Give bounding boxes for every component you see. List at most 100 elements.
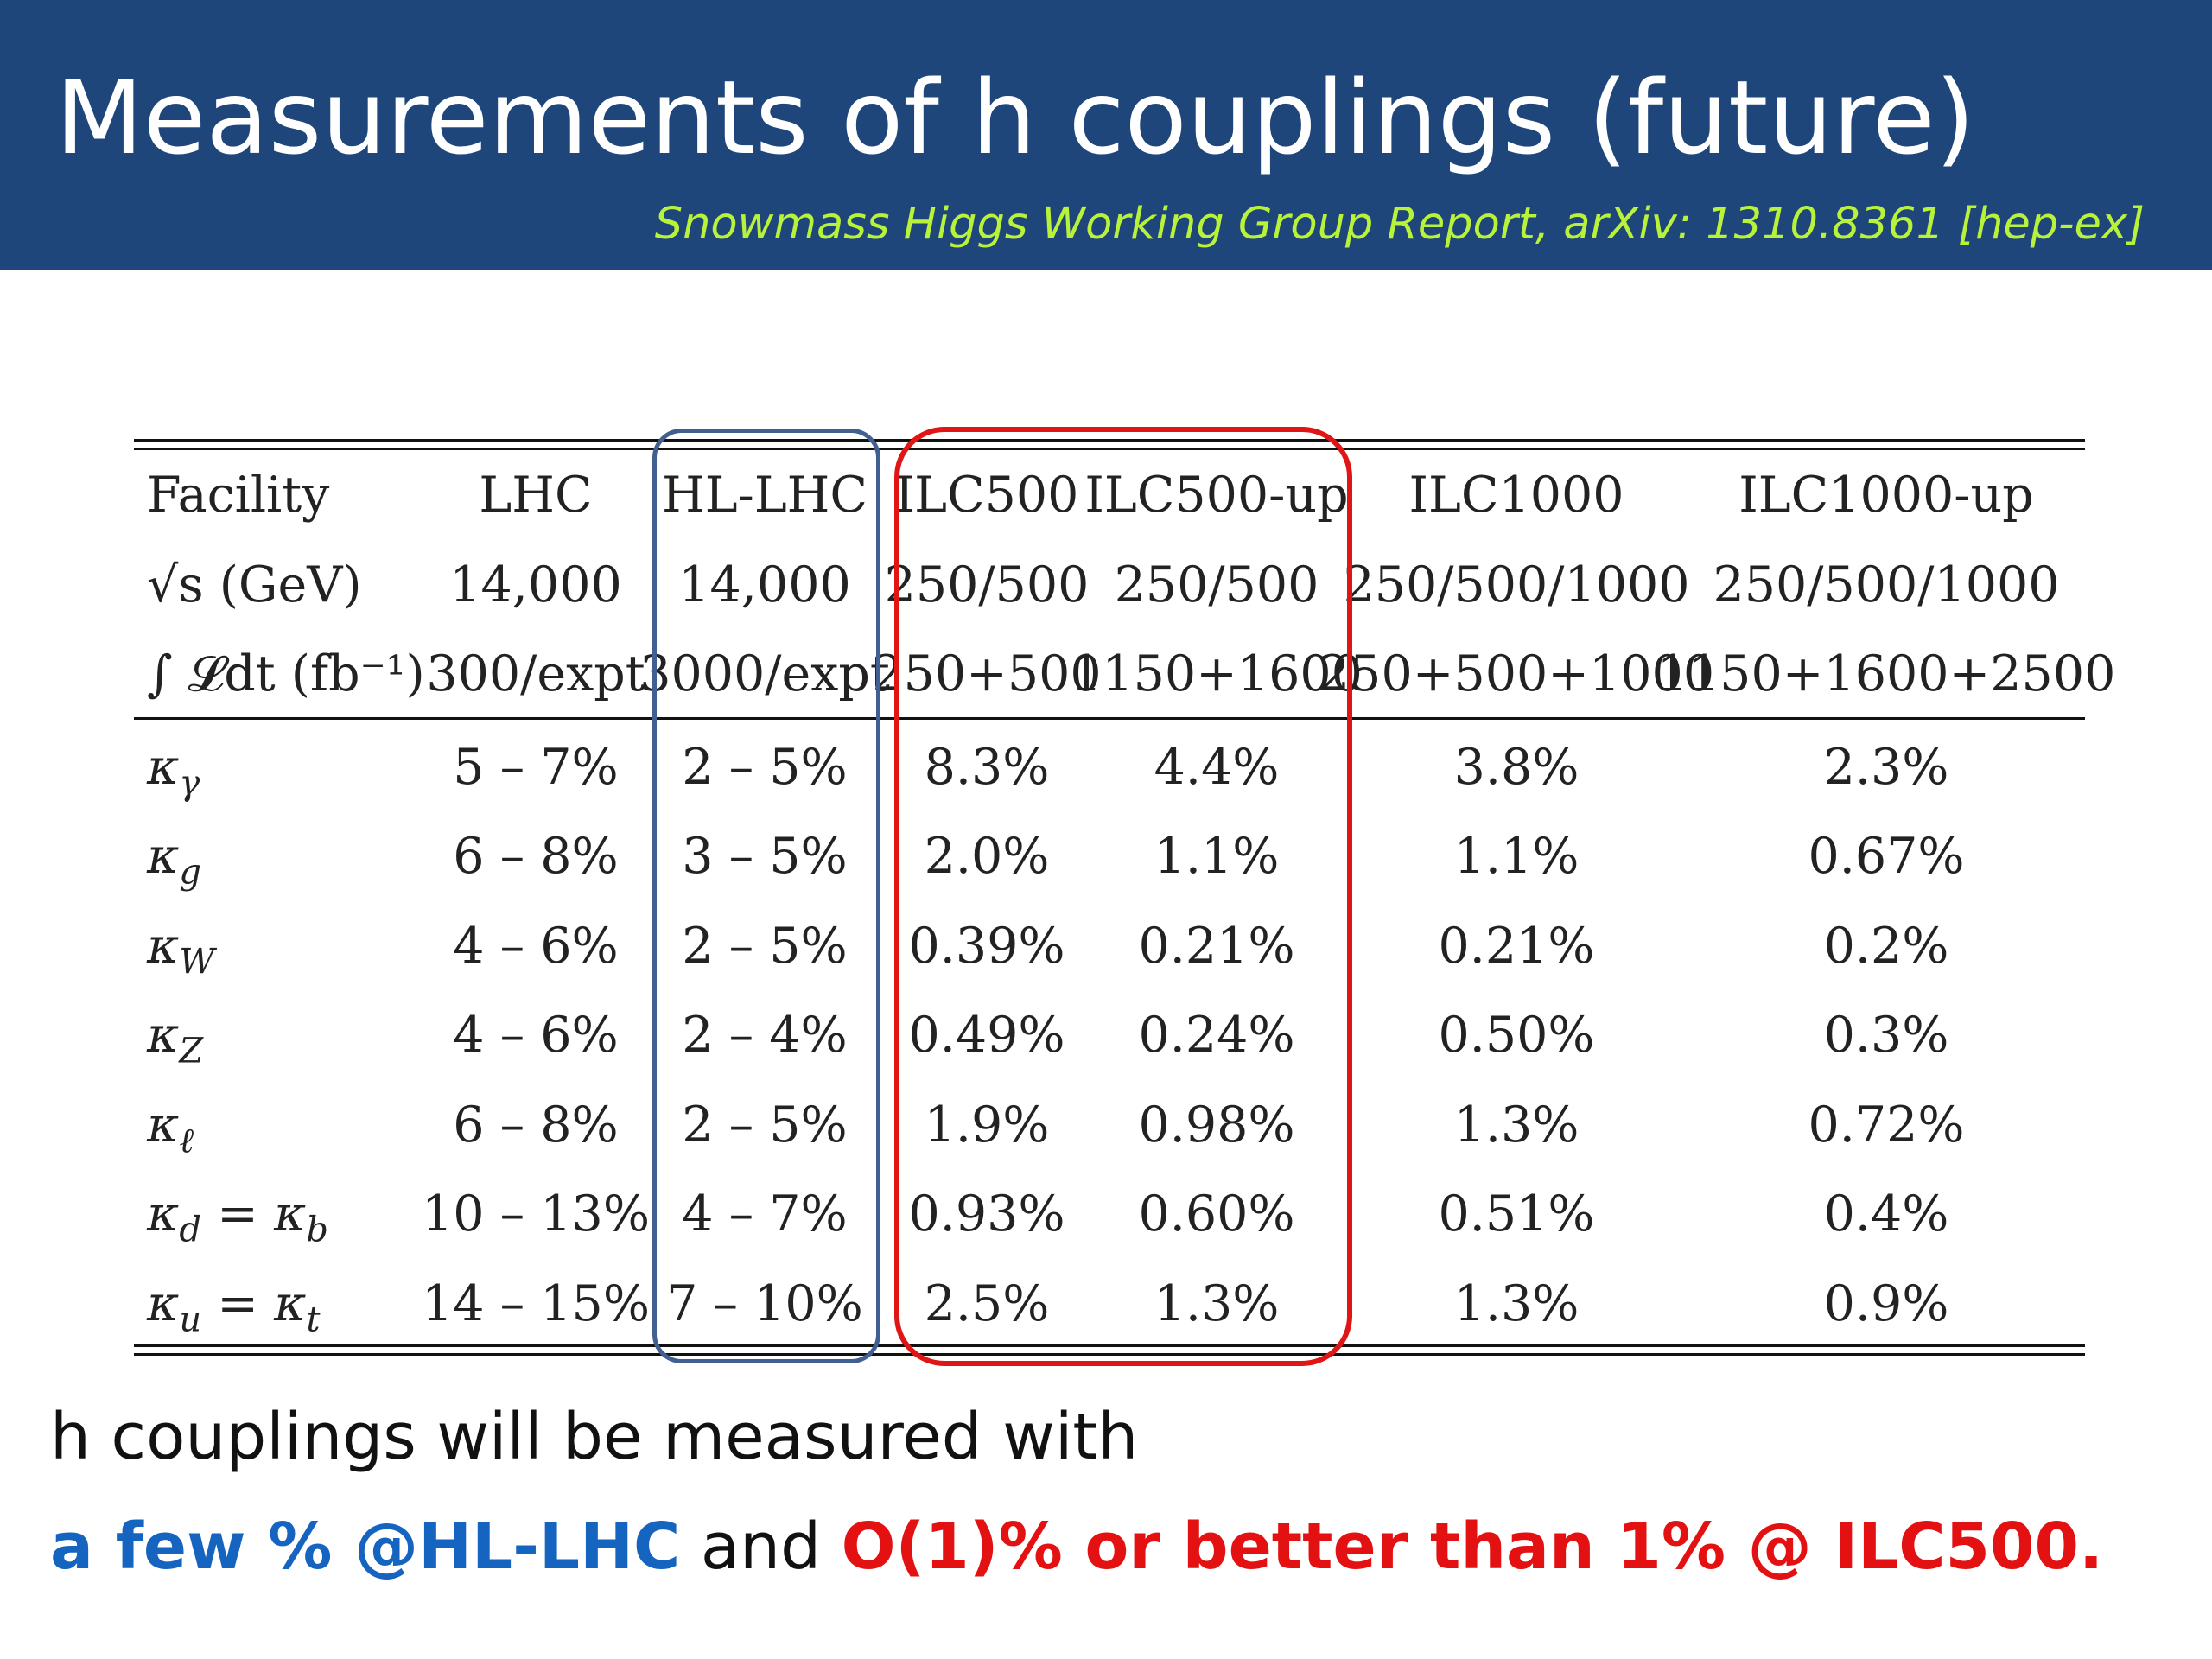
kappa-symbol: κ	[147, 738, 180, 796]
table-top-rule	[134, 439, 2085, 442]
data-cell: 1.1%	[1154, 828, 1280, 885]
data-cell: 0.24%	[1138, 1007, 1295, 1064]
data-cell: 6 – 8%	[453, 1096, 619, 1154]
reference-citation: Snowmass Higgs Working Group Report, arX…	[654, 199, 2145, 250]
summary-hl-lhc: a few % @HL-LHC	[50, 1510, 681, 1584]
kappa-symbol: κ	[274, 1185, 307, 1243]
data-cell: 2.5%	[924, 1274, 1050, 1332]
row-label-kappa: κZ	[147, 992, 203, 1078]
header-cell-sqrt-s: 250/500/1000	[1713, 556, 2060, 613]
kappa-subscript: d	[179, 1210, 201, 1250]
data-cell: 0.98%	[1138, 1096, 1295, 1154]
kappa-subscript: g	[179, 852, 201, 893]
data-cell: 0.60%	[1138, 1185, 1295, 1243]
header-cell-luminosity: 300/expt	[426, 645, 645, 702]
header-cell-luminosity: 250+500	[872, 645, 1102, 702]
data-cell: 0.21%	[1138, 917, 1295, 975]
data-cell: 0.50%	[1438, 1007, 1595, 1064]
row-label-kappa: κℓ	[147, 1082, 194, 1168]
data-cell: 8.3%	[924, 738, 1050, 796]
summary-and: and	[680, 1510, 842, 1584]
data-cell: 1.9%	[924, 1096, 1050, 1154]
data-cell: 0.21%	[1438, 917, 1595, 975]
data-cell: 0.2%	[1823, 917, 1949, 975]
data-cell: 2 – 5%	[682, 738, 848, 796]
hl-lhc-highlight-frame	[652, 429, 880, 1363]
header-cell-luminosity: 250+500+1000	[1318, 645, 1715, 702]
table-header-rule	[134, 717, 2085, 720]
data-cell: 0.9%	[1823, 1274, 1949, 1332]
data-cell: 0.67%	[1808, 828, 1965, 885]
data-cell: 0.51%	[1438, 1185, 1595, 1243]
data-cell: 10 – 13%	[422, 1185, 650, 1243]
summary-line-1: h couplings will be measured with	[50, 1400, 1139, 1474]
kappa-subscript: b	[306, 1210, 328, 1250]
table-top-rule	[134, 448, 2085, 450]
ilc500-highlight-frame	[894, 427, 1352, 1366]
row-label-luminosity: ∫ 𝓛dt (fb⁻¹)	[147, 645, 425, 702]
header-cell-sqrt-s: 14,000	[678, 556, 851, 613]
data-cell: 1.3%	[1453, 1274, 1580, 1332]
data-cell: 6 – 8%	[453, 828, 619, 885]
header-cell-luminosity: 3000/expt	[639, 645, 890, 702]
kappa-symbol: κ	[274, 1274, 307, 1332]
data-cell: 1.3%	[1154, 1274, 1280, 1332]
row-label-facility: Facility	[147, 467, 330, 524]
data-cell: 1.3%	[1453, 1096, 1580, 1154]
kappa-symbol: κ	[147, 1096, 180, 1154]
kappa-subscript: u	[179, 1299, 202, 1339]
data-cell: 3.8%	[1453, 738, 1580, 796]
header-cell-facility: ILC1000-up	[1738, 467, 2034, 524]
header-cell-sqrt-s: 250/500	[884, 556, 1090, 613]
data-cell: 0.4%	[1823, 1185, 1949, 1243]
data-cell: 4 – 6%	[453, 1007, 619, 1064]
kappa-symbol: κ	[147, 1274, 180, 1332]
row-label-kappa: κγ	[147, 724, 200, 810]
title-bar: Measurements of h couplings (future) Sno…	[0, 0, 2212, 270]
kappa-symbol: κ	[147, 917, 180, 975]
data-cell: 7 – 10%	[666, 1274, 863, 1332]
row-label-kappa: κu = κt	[147, 1261, 321, 1347]
row-label-kappa: κg	[147, 813, 201, 899]
header-cell-facility: HL-LHC	[662, 467, 868, 524]
data-cell: 4 – 6%	[453, 917, 619, 975]
summary-ilc500: O(1)% or better than 1% @ ILC500.	[841, 1510, 2104, 1584]
data-cell: 0.72%	[1808, 1096, 1965, 1154]
data-cell: 5 – 7%	[453, 738, 619, 796]
header-cell-facility: ILC1000	[1408, 467, 1624, 524]
slide-title: Measurements of h couplings (future)	[55, 58, 1975, 177]
header-cell-facility: LHC	[479, 467, 593, 524]
data-cell: 2 – 4%	[682, 1007, 848, 1064]
header-cell-luminosity: 1150+1600+2500	[1656, 645, 2116, 702]
kappa-symbol: κ	[147, 828, 180, 885]
equals-sign: =	[201, 1185, 274, 1243]
table-bottom-rule	[134, 1353, 2085, 1356]
data-cell: 3 – 5%	[682, 828, 848, 885]
data-cell: 2 – 5%	[682, 1096, 848, 1154]
summary-line-2: a few % @HL-LHC and O(1)% or better than…	[50, 1508, 2103, 1586]
data-cell: 2.0%	[924, 828, 1050, 885]
data-cell: 2.3%	[1823, 738, 1949, 796]
data-cell: 0.39%	[908, 917, 1065, 975]
row-label-kappa: κW	[147, 903, 215, 989]
data-cell: 0.49%	[908, 1007, 1065, 1064]
header-cell-sqrt-s: 250/500/1000	[1343, 556, 1690, 613]
kappa-subscript: Z	[179, 1031, 204, 1071]
data-cell: 1.1%	[1453, 828, 1580, 885]
kappa-symbol: κ	[147, 1007, 180, 1064]
equals-sign: =	[201, 1274, 275, 1332]
data-cell: 4 – 7%	[682, 1185, 848, 1243]
data-cell: 0.93%	[908, 1185, 1065, 1243]
kappa-subscript: γ	[179, 762, 200, 803]
data-cell: 0.3%	[1823, 1007, 1949, 1064]
table-bottom-rule	[134, 1344, 2085, 1347]
header-cell-luminosity: 1150+1600	[1071, 645, 1363, 702]
data-cell: 4.4%	[1154, 738, 1280, 796]
data-cell: 14 – 15%	[422, 1274, 650, 1332]
header-cell-sqrt-s: 14,000	[449, 556, 622, 613]
row-label-kappa: κd = κb	[147, 1171, 328, 1257]
kappa-subscript: t	[306, 1299, 321, 1339]
row-label-sqrt-s: √s (GeV)	[147, 556, 362, 613]
header-cell-sqrt-s: 250/500	[1114, 556, 1319, 613]
kappa-subscript: W	[179, 941, 215, 982]
